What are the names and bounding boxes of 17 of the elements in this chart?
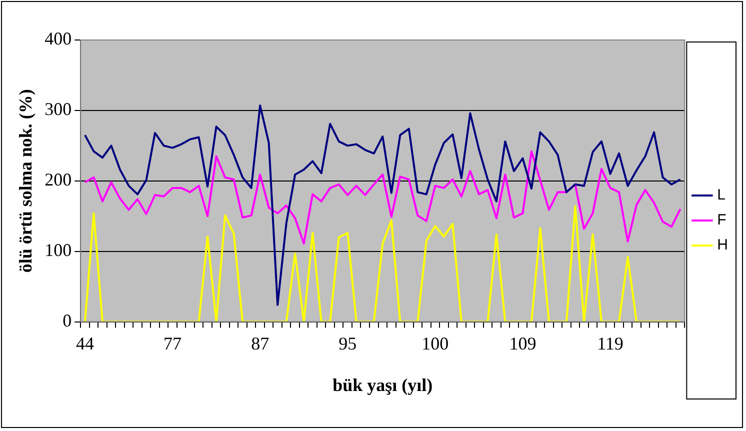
legend-label: H: [717, 236, 728, 254]
x-tick-label: 95: [338, 333, 357, 354]
y-tick-label: 200: [44, 170, 72, 190]
x-tick-label: 77: [164, 333, 182, 354]
x-axis-title: bük yaşı (yıl): [332, 374, 433, 395]
y-tick-label: 0: [62, 310, 72, 331]
y-axis-title: ölü örtü solma nok. (%): [15, 89, 36, 273]
y-tick-label: 400: [44, 28, 72, 49]
x-tick-label: 87: [251, 333, 270, 354]
legend-label: L: [717, 186, 726, 204]
y-tick-label: 300: [44, 99, 72, 120]
x-tick-label: 109: [509, 333, 536, 354]
y-tick-label: 100: [44, 240, 72, 260]
x-tick-label: 100: [422, 333, 449, 354]
x-tick-label: 119: [597, 333, 624, 354]
x-tick-label: 44: [76, 333, 94, 354]
legend-label: F: [717, 212, 726, 229]
